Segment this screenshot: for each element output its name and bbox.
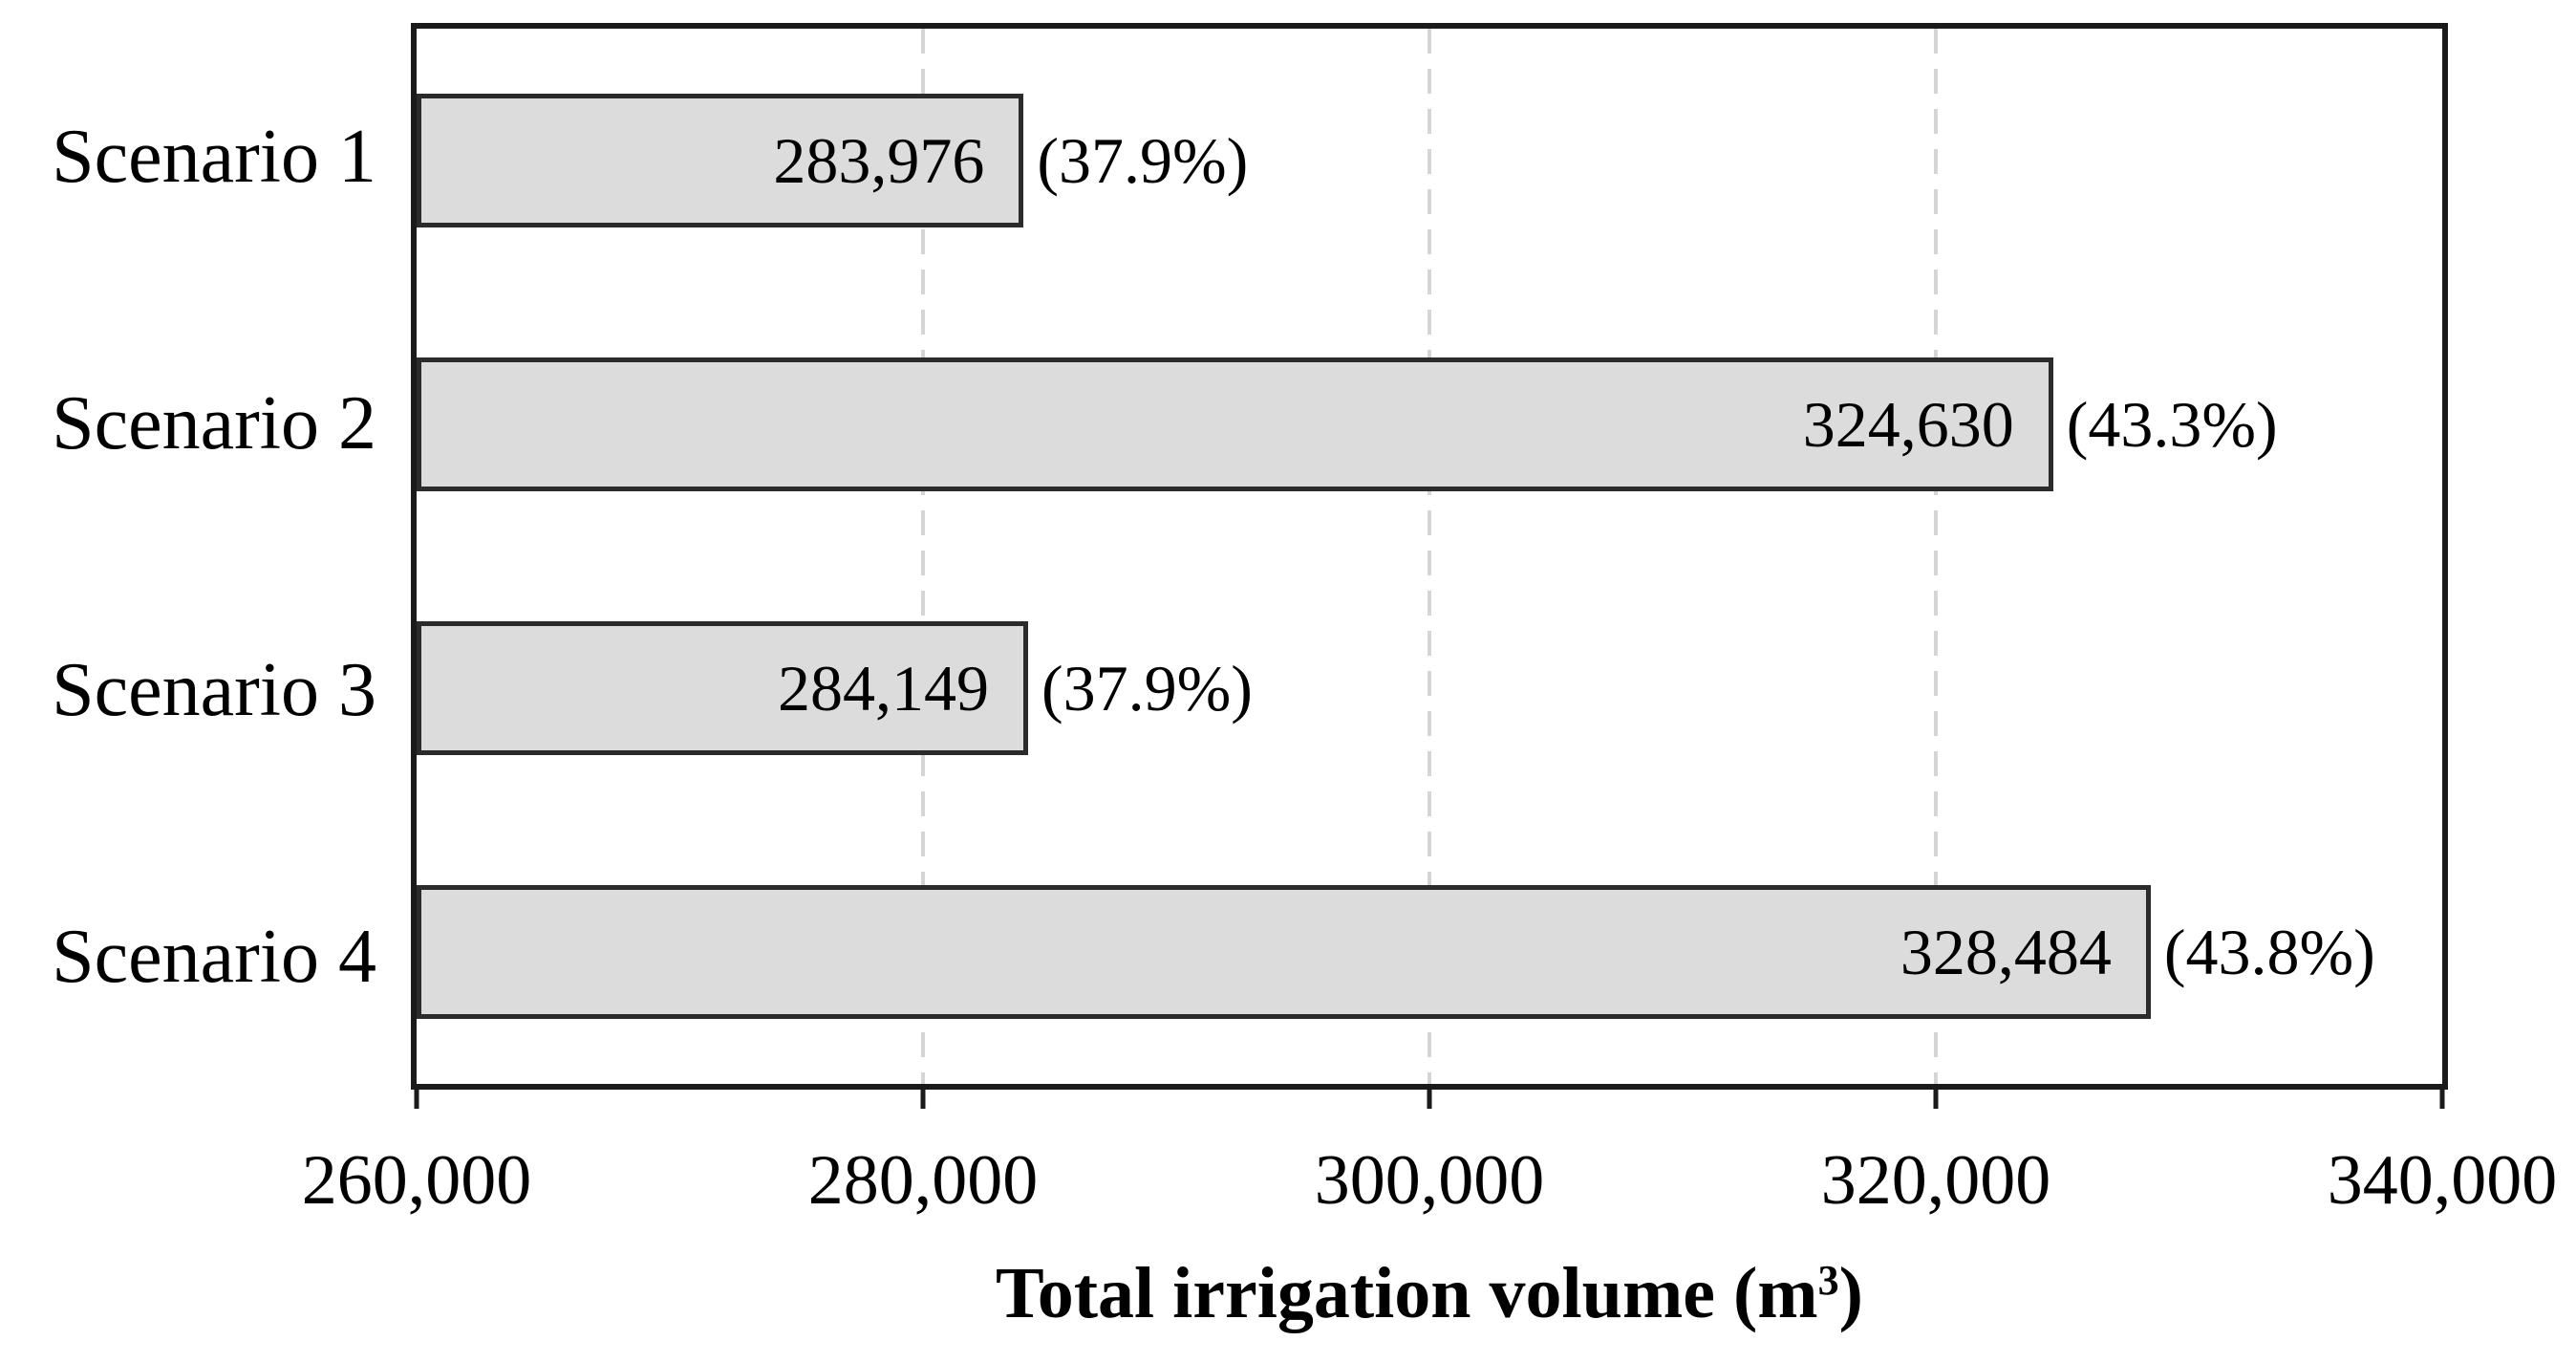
category-label: Scenario 1 [52, 114, 376, 199]
category-label: Scenario 3 [52, 647, 376, 732]
bar-row: 284,149 (37.9%) [417, 556, 2442, 820]
x-tick [2439, 1086, 2445, 1109]
x-tick-label: 300,000 [1314, 1141, 1545, 1220]
x-tick [1933, 1086, 1939, 1109]
bar: 328,484 [417, 885, 2151, 1019]
bar-percent-label: (37.9%) [1037, 124, 1249, 197]
bar: 324,630 [417, 357, 2053, 491]
bar-value-label: 324,630 [1802, 388, 2014, 461]
gridline [1428, 29, 1431, 1084]
bar-percent-label: (37.9%) [1041, 652, 1253, 725]
x-tick-label: 320,000 [1820, 1141, 2051, 1220]
x-tick [920, 1086, 926, 1109]
x-axis-title-text-suffix: ) [1838, 1253, 1863, 1333]
bar-row: 283,976 (37.9%) [417, 29, 2442, 292]
x-axis-title-text: Total irrigation volume (m [996, 1253, 1818, 1333]
gridline [1934, 29, 1938, 1084]
plot-frame: 283,976 (37.9%) 324,630 (43.3%) 284,149 (37.9… [411, 23, 2448, 1090]
bar-value-label: 283,976 [773, 124, 985, 197]
bar: 283,976 [417, 94, 1024, 227]
x-tick-label: 280,000 [807, 1141, 1039, 1220]
bar-row: 328,484 (43.8%) [417, 820, 2442, 1084]
bar-value-label: 328,484 [1900, 916, 2112, 988]
bar-percent-label: (43.3%) [2066, 388, 2278, 461]
bar-row: 324,630 (43.3%) [417, 292, 2442, 556]
category-labels: Scenario 1 Scenario 2 Scenario 3 Scenario 4 [0, 23, 411, 1090]
x-tick [1427, 1086, 1432, 1109]
x-tick-label: 260,000 [301, 1141, 532, 1220]
x-axis-title-superscript: 3 [1817, 1256, 1839, 1304]
bar: 284,149 [417, 621, 1028, 755]
x-tick-label: 340,000 [2327, 1141, 2558, 1220]
x-axis-title: Total irrigation volume (m3) [996, 1253, 1863, 1334]
category-label: Scenario 4 [52, 914, 376, 999]
x-tick [414, 1086, 419, 1109]
bar-value-label: 284,149 [777, 652, 989, 725]
category-label: Scenario 2 [52, 380, 376, 465]
bar-percent-label: (43.8%) [2163, 916, 2375, 988]
gridline [921, 29, 925, 1084]
